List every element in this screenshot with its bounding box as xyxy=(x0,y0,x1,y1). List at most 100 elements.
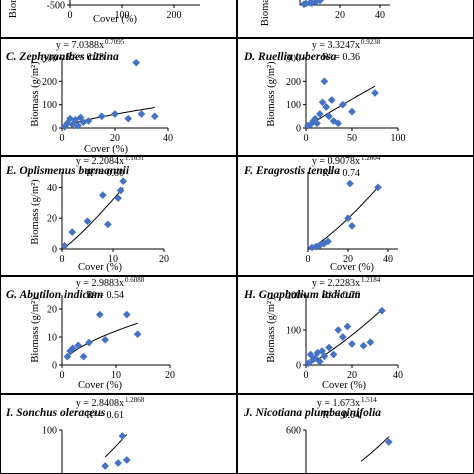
x-tick-label: 0 xyxy=(304,133,309,144)
data-point xyxy=(124,114,133,123)
x-tick-label: 40 xyxy=(375,10,385,21)
trendline xyxy=(308,309,383,365)
r-squared: R² = 0.28 xyxy=(66,52,104,63)
equation-exponent: 0.9238 xyxy=(361,38,381,46)
y-tick-label: 100 xyxy=(42,100,57,111)
r-squared: R² = 0.54 xyxy=(86,290,124,301)
trendline xyxy=(64,187,124,248)
data-point xyxy=(122,456,131,464)
data-point xyxy=(85,338,93,347)
x-tick-label: 0 xyxy=(60,133,65,144)
data-point xyxy=(325,343,333,352)
data-point xyxy=(71,115,80,124)
data-point xyxy=(101,335,110,344)
data-point xyxy=(318,98,327,107)
data-point xyxy=(320,352,329,361)
data-point xyxy=(343,322,352,331)
panel-title: C. Zephyranthes citrina xyxy=(6,51,119,63)
equation-exponent: 1.2868 xyxy=(125,396,145,404)
y-tick-label: -500 xyxy=(47,1,65,12)
data-point xyxy=(132,58,141,67)
x-tick-label: 0 xyxy=(60,254,65,265)
x-tick-label: 20 xyxy=(347,370,357,381)
data-point xyxy=(366,338,375,347)
x-axis-label: Cover (%) xyxy=(78,262,123,273)
data-point xyxy=(111,110,119,118)
x-tick-label: 0 xyxy=(68,10,73,21)
y-tick-label: 0 xyxy=(52,245,57,256)
equation-exponent: 0.7095 xyxy=(105,38,125,46)
trendline xyxy=(360,436,390,462)
data-point xyxy=(316,0,324,5)
panel-border xyxy=(0,276,237,394)
x-tick-label: 0 xyxy=(304,370,309,381)
data-point xyxy=(384,438,393,446)
panel-title: F. Eragrostis tenella xyxy=(243,165,340,177)
x-tick-label: 20 xyxy=(110,133,120,144)
panel-title: H. Gnaphalium indicum xyxy=(243,289,361,301)
y-tick-label: 20 xyxy=(47,214,57,225)
x-tick-label: 20 xyxy=(343,254,353,265)
x-tick-label: 40 xyxy=(163,133,173,144)
x-axis-label: Cover (%) xyxy=(84,144,129,155)
data-point xyxy=(324,237,332,246)
y-tick-label: 200 xyxy=(42,77,57,88)
data-point xyxy=(327,96,336,104)
data-point xyxy=(68,228,77,237)
data-point xyxy=(114,194,123,203)
data-point xyxy=(322,103,331,111)
panel-title: D. Ruellia tuberosa xyxy=(243,51,337,63)
x-tick-label: 20 xyxy=(165,370,175,381)
y-tick-label: 20 xyxy=(47,305,57,316)
data-point xyxy=(315,110,324,118)
x-tick-label: 20 xyxy=(335,10,345,21)
data-point xyxy=(74,341,83,350)
y-axis-label: Biomass xyxy=(260,0,271,26)
y-tick-label: 200 xyxy=(286,77,301,88)
data-point xyxy=(98,191,107,200)
x-tick-label: 40 xyxy=(393,370,403,381)
equation: y = 2.9883x xyxy=(76,278,124,289)
data-point xyxy=(65,114,74,123)
data-point xyxy=(150,112,159,121)
y-axis-label: Biomass (g/m²) xyxy=(30,179,41,245)
data-point xyxy=(313,119,321,128)
y-axis-label: Biomass (g/m²) xyxy=(30,61,41,127)
x-tick-label: 10 xyxy=(108,254,118,265)
y-tick-label: 0 xyxy=(296,361,301,372)
equation: y = 1.673x xyxy=(317,398,360,409)
y-tick-label: 40 xyxy=(47,183,57,194)
equation: y = 7.0388x xyxy=(56,40,104,51)
data-point xyxy=(101,462,110,470)
y-tick-label: 300 xyxy=(42,54,57,65)
y-tick-label: 0 xyxy=(52,361,57,372)
equation-exponent: 1.2184 xyxy=(361,276,381,284)
data-point xyxy=(334,119,343,128)
r-squared: R² = 0.76 xyxy=(322,290,360,301)
data-point xyxy=(122,310,131,319)
data-point xyxy=(116,186,125,195)
r-squared: R² = 0.74 xyxy=(322,168,360,179)
data-point xyxy=(325,112,333,121)
x-axis-label: Cover (%) xyxy=(93,14,138,25)
data-point xyxy=(315,357,324,366)
x-tick-label: 20 xyxy=(159,254,169,265)
data-point xyxy=(338,100,347,109)
equation-exponent: 1.2604 xyxy=(361,154,381,162)
equation: y = 3.3247x xyxy=(312,40,360,51)
data-point xyxy=(95,310,104,319)
y-tick-label: 300 xyxy=(286,54,301,65)
data-point xyxy=(346,179,354,188)
panel-title: E. Oplismenus burmannii xyxy=(5,165,130,177)
x-tick-label: 200 xyxy=(167,10,182,21)
equation: y = 0.9078x xyxy=(312,156,360,167)
data-point xyxy=(114,459,123,467)
x-tick-label: 0 xyxy=(306,254,311,265)
